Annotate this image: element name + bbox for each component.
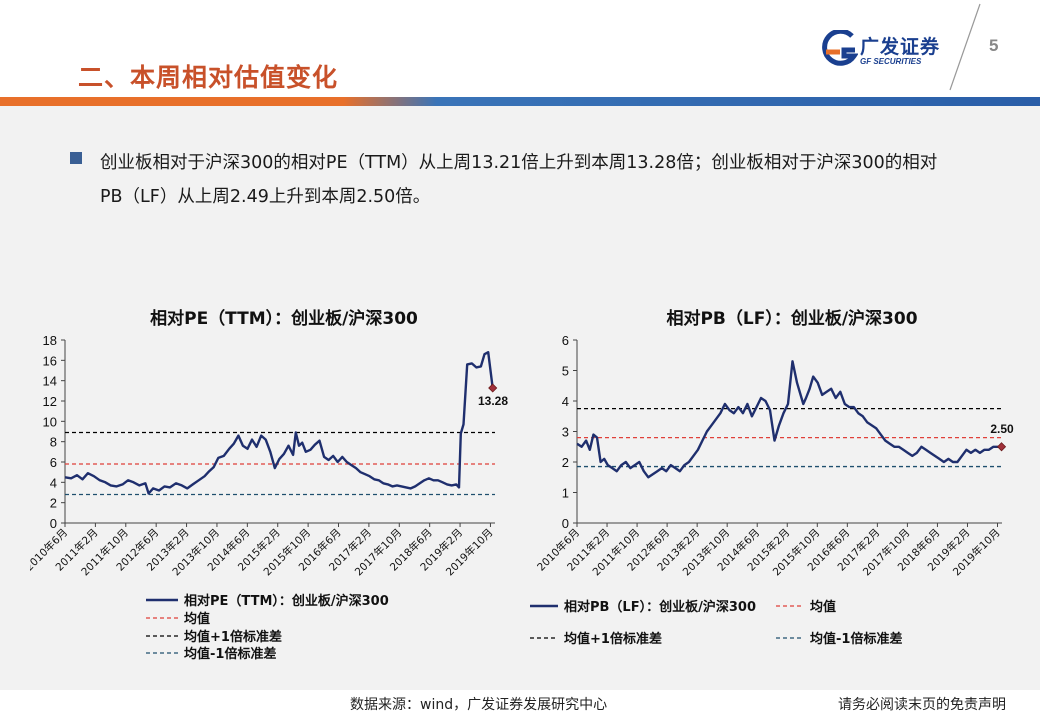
- series-line: [576, 360, 1002, 479]
- last-point-marker: [488, 383, 498, 393]
- gf-logo-icon: [822, 28, 859, 66]
- company-logo: 广发证券 GF SECURITIES: [822, 28, 952, 72]
- y-tick-label: 0: [50, 516, 57, 531]
- plot-area: 01234562010年6月2011年2月2011年10月2012年6月2013…: [530, 333, 1014, 647]
- page-title: 二、本周相对估值变化: [78, 63, 339, 92]
- legend-label: 均值: [810, 599, 836, 615]
- y-tick-label: 3: [562, 425, 569, 440]
- legend-label: 均值+1倍标准差: [184, 629, 282, 645]
- y-tick-label: 4: [50, 475, 57, 490]
- logo-text-cn: 广发证券: [860, 36, 941, 58]
- y-tick-label: 2: [50, 496, 57, 511]
- y-tick-label: 4: [562, 394, 569, 409]
- y-tick-label: 6: [50, 455, 57, 470]
- chart-relative-pb: 相对PB（LF）：创业板/沪深300 01234562010年6月2011年2月…: [530, 308, 1014, 647]
- y-tick-label: 0: [562, 516, 569, 531]
- y-tick-label: 14: [43, 374, 57, 389]
- legend-label: 均值-1倍标准差: [810, 631, 902, 647]
- y-tick-label: 2: [562, 455, 569, 470]
- bullet-marker: [70, 152, 82, 164]
- y-tick-label: 1: [562, 486, 569, 501]
- series-line: [64, 351, 494, 495]
- y-tick-label: 8: [50, 435, 57, 450]
- footer-disclaimer: 请务必阅读末页的免责声明: [838, 697, 1006, 713]
- chart-title: 相对PE（TTM）：创业板/沪深300: [150, 308, 418, 329]
- last-value-label: 2.50: [990, 422, 1014, 436]
- y-tick-label: 5: [562, 364, 569, 379]
- plot-area: 0246810121416182010年6月2011年2月2011年10月201…: [30, 333, 508, 662]
- legend-label: 相对PE（TTM）：创业板/沪深300: [184, 593, 389, 609]
- legend-label: 均值-1倍标准差: [184, 646, 276, 662]
- last-value-label: 13.28: [478, 394, 508, 408]
- header-band: [0, 97, 1040, 106]
- chart-relative-pe: 相对PE（TTM）：创业板/沪深300 0246810121416182010年…: [30, 308, 508, 662]
- bullet-text: 创业板相对于沪深300的相对PE（TTM）从上周13.21倍上升到本周13.28…: [100, 153, 938, 207]
- chart-title: 相对PB（LF）：创业板/沪深300: [666, 308, 917, 329]
- legend-label: 均值: [184, 611, 210, 627]
- y-tick-label: 12: [43, 394, 57, 409]
- y-tick-label: 18: [43, 333, 57, 348]
- content-panel: [0, 106, 1040, 690]
- logo-text-en: GF SECURITIES: [860, 57, 922, 66]
- legend-label: 均值+1倍标准差: [564, 631, 662, 647]
- last-point-marker: [996, 442, 1007, 452]
- y-tick-label: 16: [43, 353, 57, 368]
- footer-source: 数据来源：wind，广发证券发展研究中心: [350, 697, 608, 713]
- legend-label: 相对PB（LF）：创业板/沪深300: [564, 599, 756, 615]
- y-tick-label: 10: [43, 414, 57, 429]
- y-tick-label: 6: [562, 333, 569, 348]
- page-number: 5: [989, 36, 999, 55]
